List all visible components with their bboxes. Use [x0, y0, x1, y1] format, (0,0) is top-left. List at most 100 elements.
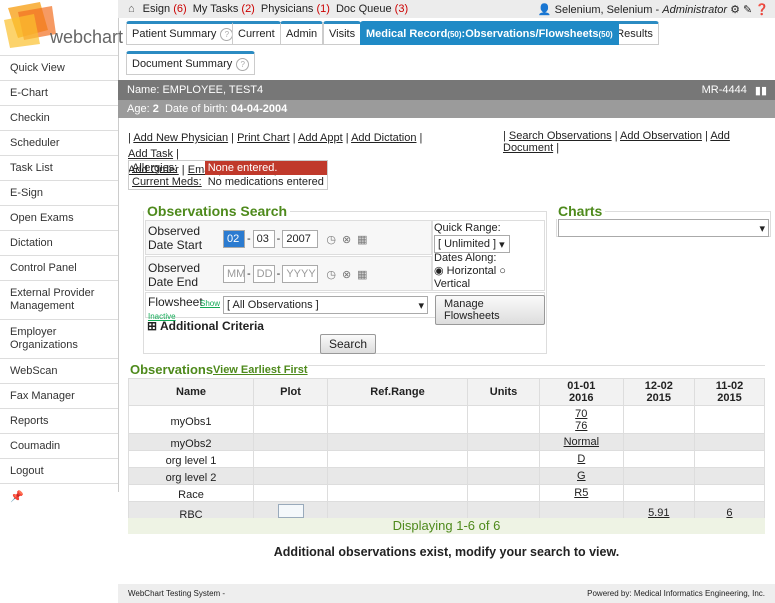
show-inactive[interactable]: Show Inactive [148, 299, 221, 321]
dob: 04-04-2004 [231, 103, 288, 115]
obs-name: org level 2 [128, 467, 254, 485]
sidebar-item[interactable]: Logout [0, 458, 118, 483]
additional-criteria[interactable]: ⊞ Additional Criteria [147, 319, 264, 333]
quick-range-select[interactable]: [ Unlimited ] ▾ [434, 235, 510, 253]
action-link[interactable]: Add Appt [298, 132, 343, 144]
sidebar-item[interactable]: E-Chart [0, 80, 118, 105]
user[interactable]: 👤 Selenium, Selenium - Administrator ⚙ ✎… [537, 3, 769, 16]
obs-value-link[interactable]: G [577, 470, 586, 482]
manage-button[interactable]: Manage Flowsheets [435, 295, 545, 325]
ref-range [327, 433, 468, 451]
flowsheet-select[interactable]: [ All Observations ] ▾ [223, 296, 428, 314]
action-link[interactable]: Add Observation [620, 130, 702, 142]
column-header: Units [467, 378, 540, 406]
meds-label[interactable]: Current Meds: [132, 176, 202, 188]
clock-icon[interactable]: ◷ [326, 233, 336, 246]
plot [253, 484, 328, 502]
date-input[interactable]: 02 [223, 230, 245, 248]
sidebar-item[interactable]: Open Exams [0, 205, 118, 230]
tab[interactable]: Document Summary ? [126, 51, 256, 75]
sidebar-item[interactable]: WebScan [0, 358, 118, 383]
row: Race R5 [128, 484, 766, 502]
date-input[interactable]: DD [252, 265, 275, 283]
date-input[interactable]: YYYY [282, 265, 319, 283]
action-link[interactable]: Add Order [128, 164, 179, 176]
action-links: | Add New Physician | Print Chart | Add … [128, 132, 423, 176]
sidebar-item[interactable]: External Provider Management [0, 280, 118, 319]
obs-value-link[interactable]: D [577, 453, 586, 465]
action-link[interactable]: Print Chart [237, 132, 290, 144]
action-link[interactable]: Search Observations [508, 130, 612, 142]
allergies-label[interactable]: Allergies: [132, 162, 178, 174]
tab-active[interactable]: Medical Record (50):Observations/Flowshe… [360, 21, 619, 45]
tab[interactable]: Current [232, 21, 281, 45]
top-link[interactable]: Physicians (1) [261, 3, 330, 15]
home-icon[interactable]: ⌂ [128, 3, 135, 15]
clock-icon[interactable]: ◷ [326, 268, 336, 281]
view-earliest[interactable]: View Earliest First [213, 364, 308, 376]
tab-label: Admin [286, 28, 318, 40]
logo: webchart [0, 0, 123, 55]
action-link[interactable]: Add Dictation [351, 132, 417, 144]
plot-icon[interactable] [277, 504, 304, 518]
mr-number: MR-4444 [701, 84, 747, 96]
row: myObs2 Normal [128, 433, 766, 451]
observations-title: Observations [128, 362, 216, 377]
obs-value [693, 405, 766, 434]
name-label: Name: [127, 84, 160, 96]
action-link[interactable]: Add Document [503, 130, 730, 154]
top-link[interactable]: My Tasks (2) [193, 3, 255, 15]
obs-value-link[interactable]: R5 [574, 487, 589, 499]
obs-value-link[interactable]: 6 [726, 506, 733, 519]
tab[interactable]: Visits [323, 21, 362, 45]
action-link[interactable]: Add Task [128, 148, 174, 160]
date-input[interactable]: 2007 [282, 230, 319, 248]
tab-active-count: (50) [598, 29, 613, 39]
flowsheet-label: Flowsheet [148, 295, 203, 309]
charts-select[interactable]: ▾ [558, 219, 769, 237]
tab[interactable]: Admin [280, 21, 324, 45]
date-input[interactable]: MM [223, 265, 245, 283]
date-input[interactable]: 03 [252, 230, 275, 248]
pin-icon[interactable]: 📌 [0, 483, 118, 508]
sidebar-item[interactable]: Control Panel [0, 255, 118, 280]
sidebar-item[interactable]: E-Sign [0, 180, 118, 205]
top-bar: ⌂ Esign (6) My Tasks (2) Physicians (1) Doc… [118, 0, 775, 18]
sidebar-item[interactable]: Checkin [0, 105, 118, 130]
top-link-count: (6) [173, 3, 187, 15]
clear-icon[interactable]: ⊗ [341, 268, 352, 281]
radio[interactable]: ◉ [434, 265, 444, 277]
sidebar-item[interactable]: Employer Organizations [0, 319, 118, 358]
radio[interactable]: ○ [499, 265, 506, 277]
obs-value-link[interactable]: 76 [575, 419, 588, 432]
search-button[interactable]: Search [320, 334, 377, 354]
obs-value [693, 467, 766, 485]
chart-icon[interactable]: ▮▮ [754, 84, 767, 97]
dates-along: ◉ Horizontal ○ Vertical [434, 265, 544, 291]
sidebar-item[interactable]: Scheduler [0, 130, 118, 155]
calendar-icon[interactable]: ▦ [357, 268, 368, 281]
top-link-label: Esign [142, 3, 171, 15]
user-role: Administrator [662, 3, 728, 16]
search-title: Observations Search [144, 203, 291, 219]
sidebar-item[interactable]: Quick View [0, 55, 118, 80]
obs-value-link[interactable]: 5.91 [648, 506, 670, 519]
logo-icon [4, 2, 56, 48]
tab[interactable]: Patient Summary ? [126, 21, 240, 45]
sidebar-item[interactable]: Reports [0, 408, 118, 433]
sidebar-item[interactable]: Fax Manager [0, 383, 118, 408]
top-link[interactable]: Doc Queue (3) [336, 3, 408, 15]
end-label: Observed Date End [148, 261, 201, 289]
clear-icon[interactable]: ⊗ [341, 233, 352, 246]
action-link[interactable]: Add New Physician [133, 132, 229, 144]
sidebar-item[interactable]: Task List [0, 155, 118, 180]
sidebar-item[interactable]: Coumadin [0, 433, 118, 458]
observations-table: Name Plot Ref.Range Units 01-01 2016 12-02 2015… [128, 378, 766, 524]
obs-value-link[interactable]: Normal [563, 436, 600, 448]
column-header: Name [128, 378, 254, 406]
top-link[interactable]: Esign (6) [143, 3, 187, 15]
obs-value-link[interactable]: 70 [575, 407, 588, 420]
patient-age-bar: Age: 2 Date of birth: 04-04-2004 [118, 100, 775, 118]
calendar-icon[interactable]: ▦ [357, 233, 368, 246]
sidebar-item[interactable]: Dictation [0, 230, 118, 255]
